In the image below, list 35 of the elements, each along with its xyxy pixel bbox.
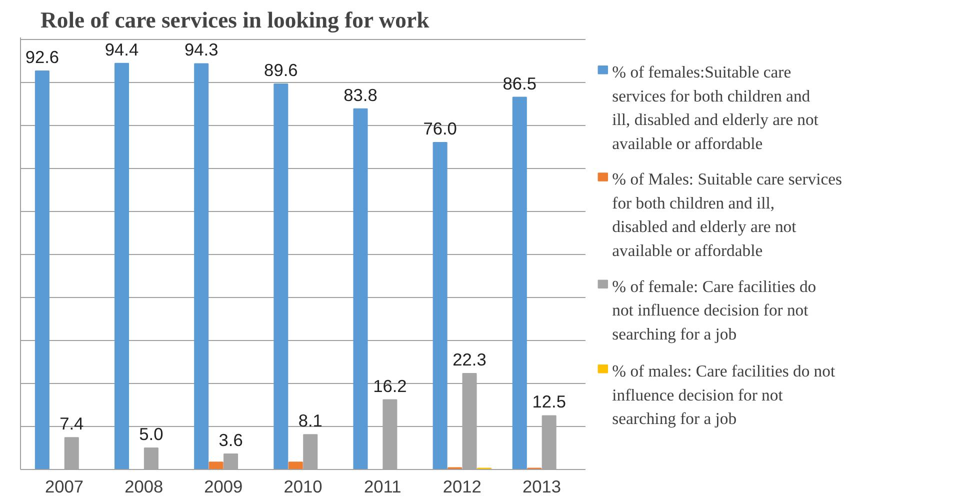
x-tick-label: 2013 [522, 476, 562, 496]
bar [432, 142, 448, 470]
chart-title: Role of care services in looking for work [40, 8, 430, 32]
data-label: 3.6 [218, 430, 243, 450]
bar [353, 108, 368, 470]
data-label: 7.4 [60, 414, 84, 434]
data-label: 86.5 [502, 73, 537, 94]
data-label: 12.5 [532, 392, 566, 412]
data-label: 94.3 [184, 40, 218, 60]
legend-label: % of Males: Suitable care services for both children and ill, disabled and elderly are not available or affordable [612, 170, 842, 260]
legend-label: % of female: Care facilities do not influence decision for not searching for a job [612, 276, 816, 344]
legend-label: % of males: Care facilities do not influence decision for not searching for a job [612, 362, 836, 428]
legend-label: % of females:Suitable care services for both children and ill, disabled and elderly are not available or affordable [612, 62, 819, 153]
bar [194, 63, 209, 470]
data-label: 89.6 [264, 60, 298, 80]
data-label: 8.1 [298, 410, 322, 431]
x-tick-label: 2011 [364, 476, 402, 496]
data-label: 22.3 [452, 350, 486, 370]
data-label: 83.8 [344, 84, 378, 105]
bar [512, 96, 527, 470]
data-label: 5.0 [139, 424, 164, 444]
x-tick-label: 2007 [44, 476, 84, 496]
data-label: 16.2 [373, 376, 407, 396]
x-tick-label: 2009 [204, 476, 243, 496]
data-label: 94.4 [104, 39, 139, 60]
bar [34, 70, 50, 470]
data-label: 92.6 [25, 47, 60, 68]
bar [208, 462, 224, 470]
bar [288, 462, 303, 470]
x-tick-label: 2010 [284, 476, 322, 496]
x-tick-label: 2012 [442, 476, 482, 496]
x-tick-label: 2008 [124, 476, 164, 496]
bar [274, 83, 288, 470]
data-label: 76.0 [423, 118, 457, 138]
bar [114, 62, 130, 470]
